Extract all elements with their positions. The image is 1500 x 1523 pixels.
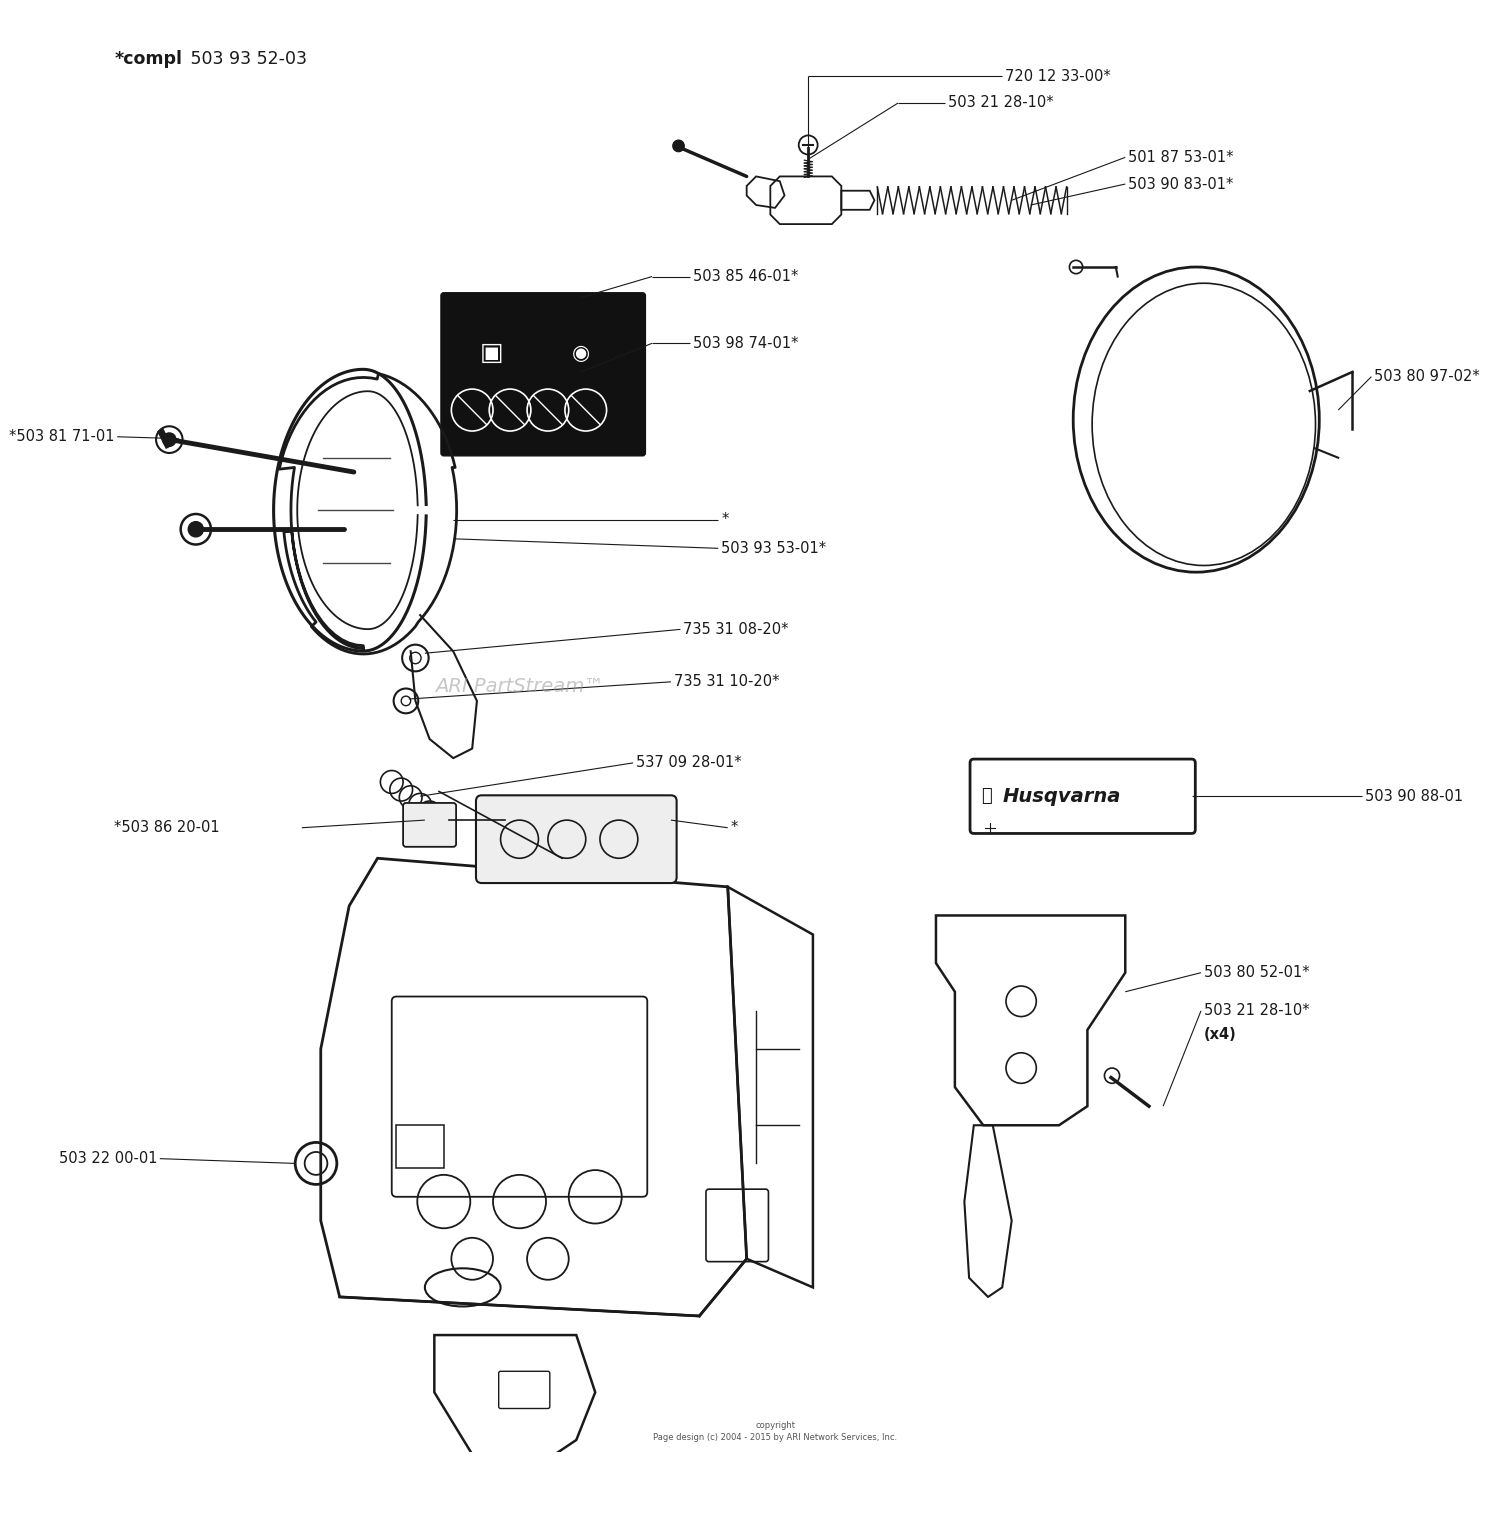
FancyBboxPatch shape <box>441 292 645 455</box>
Text: 503 22 00-01: 503 22 00-01 <box>60 1151 158 1167</box>
Text: ARI PartStream™: ARI PartStream™ <box>435 678 604 696</box>
Text: ◉: ◉ <box>572 343 590 362</box>
FancyBboxPatch shape <box>970 758 1196 833</box>
Text: 503 80 52-01*: 503 80 52-01* <box>1204 966 1310 981</box>
Circle shape <box>162 433 176 446</box>
Text: 735 31 08-20*: 735 31 08-20* <box>684 621 789 637</box>
Text: 720 12 33-00*: 720 12 33-00* <box>1005 69 1112 84</box>
Text: 503 21 28-10*: 503 21 28-10* <box>948 96 1054 111</box>
Text: *: * <box>722 512 729 527</box>
Text: *503 81 71-01: *503 81 71-01 <box>9 429 114 445</box>
Text: copyright: copyright <box>754 1421 795 1430</box>
Text: *: * <box>730 821 738 835</box>
Circle shape <box>180 513 212 545</box>
Text: 735 31 10-20*: 735 31 10-20* <box>674 675 780 690</box>
Text: ⓘ: ⓘ <box>981 787 992 806</box>
Text: 503 90 83-01*: 503 90 83-01* <box>1128 177 1233 192</box>
Text: ▣: ▣ <box>480 341 502 366</box>
Text: Husqvarna: Husqvarna <box>1002 787 1120 806</box>
Text: 537 09 28-01*: 537 09 28-01* <box>636 755 741 771</box>
Text: 503 93 52-03: 503 93 52-03 <box>186 50 308 67</box>
Circle shape <box>188 522 204 538</box>
Circle shape <box>674 140 684 152</box>
Text: 503 90 88-01: 503 90 88-01 <box>1365 789 1462 804</box>
Text: 503 21 28-10*: 503 21 28-10* <box>1204 1004 1310 1019</box>
Circle shape <box>156 426 183 452</box>
Text: *compl: *compl <box>114 50 183 67</box>
Text: 503 93 53-01*: 503 93 53-01* <box>722 541 827 556</box>
Text: 503 80 97-02*: 503 80 97-02* <box>1374 369 1480 384</box>
FancyBboxPatch shape <box>476 795 676 883</box>
Text: 503 85 46-01*: 503 85 46-01* <box>693 270 798 285</box>
Text: Page design (c) 2004 - 2015 by ARI Network Services, Inc.: Page design (c) 2004 - 2015 by ARI Netwo… <box>652 1433 897 1442</box>
Text: 501 87 53-01*: 501 87 53-01* <box>1128 149 1233 164</box>
Text: 503 98 74-01*: 503 98 74-01* <box>693 335 798 350</box>
Text: (x4): (x4) <box>1204 1027 1236 1042</box>
FancyBboxPatch shape <box>404 803 456 847</box>
Text: *503 86 20-01: *503 86 20-01 <box>114 821 220 835</box>
